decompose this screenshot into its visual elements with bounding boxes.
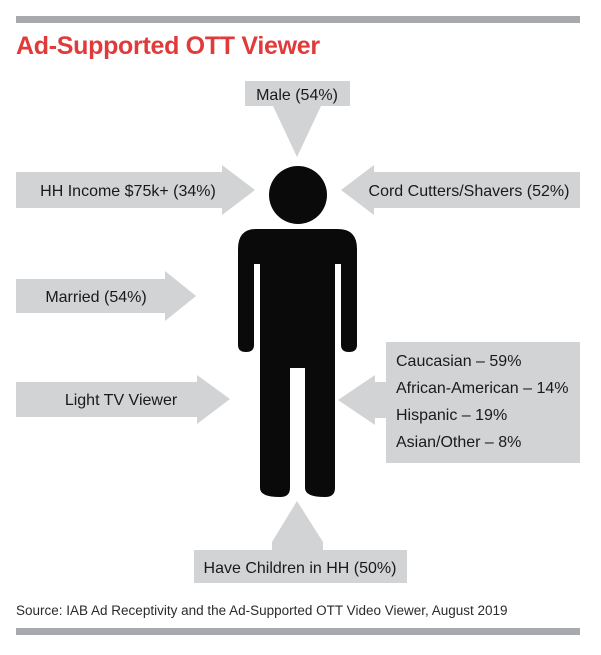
light-tv-label: Light TV Viewer <box>65 392 178 409</box>
married-label: Married (54%) <box>45 289 146 306</box>
income-label: HH Income $75k+ (34%) <box>40 183 216 200</box>
children-label: Have Children in HH (50%) <box>204 560 397 577</box>
ethnicity-arrow: Caucasian – 59% African-American – 14% H… <box>338 342 580 463</box>
ethnicity-line-1: Caucasian – 59% <box>396 353 521 370</box>
diagram: Male (54%) HH Income $75k+ (34%) Cord Cu… <box>16 81 580 583</box>
source-note: Source: IAB Ad Receptivity and the Ad-Su… <box>16 603 508 618</box>
ethnicity-line-2: African-American – 14% <box>396 380 569 397</box>
income-arrow: HH Income $75k+ (34%) <box>16 165 255 215</box>
person-silhouette-icon <box>238 166 357 497</box>
ethnicity-line-3: Hispanic – 19% <box>396 407 507 424</box>
top-rule <box>16 16 580 23</box>
diagram-title: Ad-Supported OTT Viewer <box>16 32 320 60</box>
male-label: Male (54%) <box>256 87 338 104</box>
children-arrow: Have Children in HH (50%) <box>194 501 407 583</box>
cord-cutters-label: Cord Cutters/Shavers (52%) <box>369 183 570 200</box>
male-arrow: Male (54%) <box>245 81 350 157</box>
bottom-rule <box>16 628 580 635</box>
light-tv-arrow: Light TV Viewer <box>16 375 230 424</box>
cord-cutters-arrow: Cord Cutters/Shavers (52%) <box>341 165 580 215</box>
married-arrow: Married (54%) <box>16 271 196 321</box>
ethnicity-line-4: Asian/Other – 8% <box>396 434 521 451</box>
